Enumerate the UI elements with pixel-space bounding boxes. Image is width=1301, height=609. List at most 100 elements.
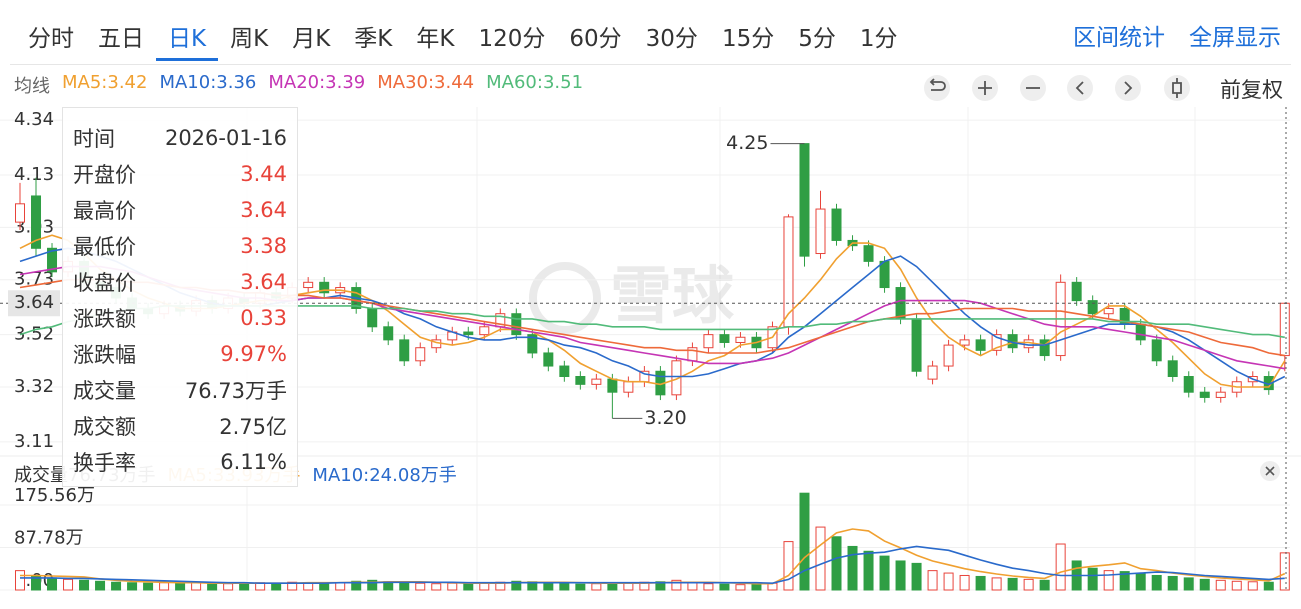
candle-body — [399, 339, 410, 362]
candle-body — [1279, 302, 1290, 357]
y-tick-label: 87.78万 — [14, 528, 84, 549]
candle-body — [719, 334, 730, 343]
candle-body — [1199, 391, 1210, 398]
volume-bar — [63, 578, 74, 591]
tab[interactable]: 分时 — [28, 26, 74, 52]
close-button[interactable] — [1260, 461, 1280, 481]
legend-item: MA60:3.51 — [486, 72, 584, 93]
volume-bar — [1247, 581, 1258, 591]
volume-bar — [239, 582, 250, 591]
candle-body — [591, 378, 602, 385]
volume-bar — [191, 582, 202, 591]
tab[interactable]: 周K — [230, 26, 269, 52]
volume-bar — [1007, 577, 1018, 591]
tab[interactable]: 15分 — [721, 26, 775, 52]
toolbar-icons — [924, 75, 1190, 101]
info-row: 最高价 3.64 — [73, 192, 287, 228]
candle-body — [15, 203, 25, 223]
candle-body — [911, 318, 922, 372]
watermark: 雪球 — [610, 259, 735, 332]
y-tick-label: 4.34 — [14, 109, 54, 130]
volume-bar — [575, 583, 586, 591]
volume-bar — [703, 583, 714, 591]
candle-body — [367, 307, 378, 328]
info-value: 76.73万手 — [184, 379, 287, 403]
left-icon[interactable] — [1075, 81, 1084, 95]
candle-body — [31, 195, 42, 249]
adjust-mode[interactable]: 前复权 — [1220, 78, 1283, 102]
tab[interactable]: 季K — [354, 26, 393, 52]
candle-icon[interactable] — [1172, 78, 1182, 98]
volume-bar — [927, 570, 938, 591]
candle-body — [303, 281, 314, 289]
tab[interactable]: 5分 — [798, 26, 836, 52]
info-row: 涨跌幅 9.97% — [73, 336, 287, 372]
volume-bar — [735, 584, 746, 591]
candle-body — [623, 381, 634, 393]
volume-bar — [1119, 571, 1130, 591]
volume-bar — [783, 541, 794, 591]
right-icon[interactable] — [1124, 81, 1133, 95]
last-price-label: 3.64 — [14, 292, 54, 313]
tab[interactable]: 五日 — [98, 26, 144, 52]
volume-bar — [1215, 579, 1226, 591]
volume-bar — [959, 574, 970, 591]
tab[interactable]: 60分 — [569, 26, 622, 52]
info-label: 涨跌额 — [73, 307, 136, 331]
y-tick-label: 4.13 — [14, 164, 54, 185]
candle-body — [511, 313, 522, 336]
candle-body — [943, 344, 954, 367]
tab[interactable]: 年K — [416, 26, 455, 52]
volume-bar — [1231, 580, 1242, 591]
volume-bar — [879, 555, 890, 591]
candle-body — [479, 326, 490, 336]
candle-body — [543, 352, 554, 367]
y-tick-label: 3.11 — [14, 431, 54, 452]
volume-bar — [415, 582, 426, 591]
volume-bar — [159, 582, 170, 591]
info-value: 2026-01-16 — [164, 126, 287, 150]
volume-ma-line — [20, 545, 1285, 585]
volume-bar — [1151, 574, 1162, 591]
max-annotation: 4.25 — [726, 132, 768, 154]
volume-bar — [975, 575, 986, 591]
candle-body — [1151, 339, 1162, 362]
legend-item: MA10:24.08万手 — [312, 465, 457, 486]
volume-bar — [287, 581, 298, 591]
candle-body — [671, 360, 682, 396]
info-value: 3.64 — [240, 270, 287, 294]
tab[interactable]: 月K — [292, 26, 331, 52]
zoom-in-icon[interactable] — [978, 81, 992, 95]
info-value: 3.44 — [240, 162, 287, 186]
tab[interactable]: 日K — [156, 15, 219, 61]
info-label: 成交量 — [73, 379, 136, 403]
candle-body — [383, 326, 394, 341]
tab[interactable]: 120分 — [478, 26, 546, 52]
undo-icon[interactable] — [929, 78, 946, 91]
tab[interactable]: 30分 — [645, 26, 698, 52]
candle-body — [1087, 300, 1098, 315]
volume-bar — [895, 560, 906, 591]
volume-plot — [15, 492, 1290, 591]
info-label: 开盘价 — [73, 163, 136, 187]
tab[interactable]: 1分 — [859, 26, 898, 52]
info-row: 成交量 76.73万手 — [73, 372, 287, 408]
action-link[interactable]: 全屏显示 — [1189, 25, 1281, 51]
volume-bar — [655, 581, 666, 591]
volume-bar — [95, 580, 106, 591]
volume-bar — [127, 582, 138, 591]
last-price-tag — [8, 290, 60, 317]
action-link[interactable]: 区间统计 — [1073, 25, 1165, 51]
info-value: 3.38 — [240, 234, 287, 258]
candle-body — [319, 281, 330, 294]
volume-bar — [991, 577, 1002, 591]
volume-bar — [751, 583, 762, 591]
legend-item: MA10:3.36 — [159, 72, 257, 93]
info-label: 最高价 — [73, 199, 136, 223]
volume-bar — [1135, 572, 1146, 591]
volume-bar — [863, 550, 874, 591]
info-row: 涨跌额 0.33 — [73, 300, 287, 336]
info-value: 6.11% — [220, 450, 287, 474]
candle-body — [607, 378, 618, 393]
